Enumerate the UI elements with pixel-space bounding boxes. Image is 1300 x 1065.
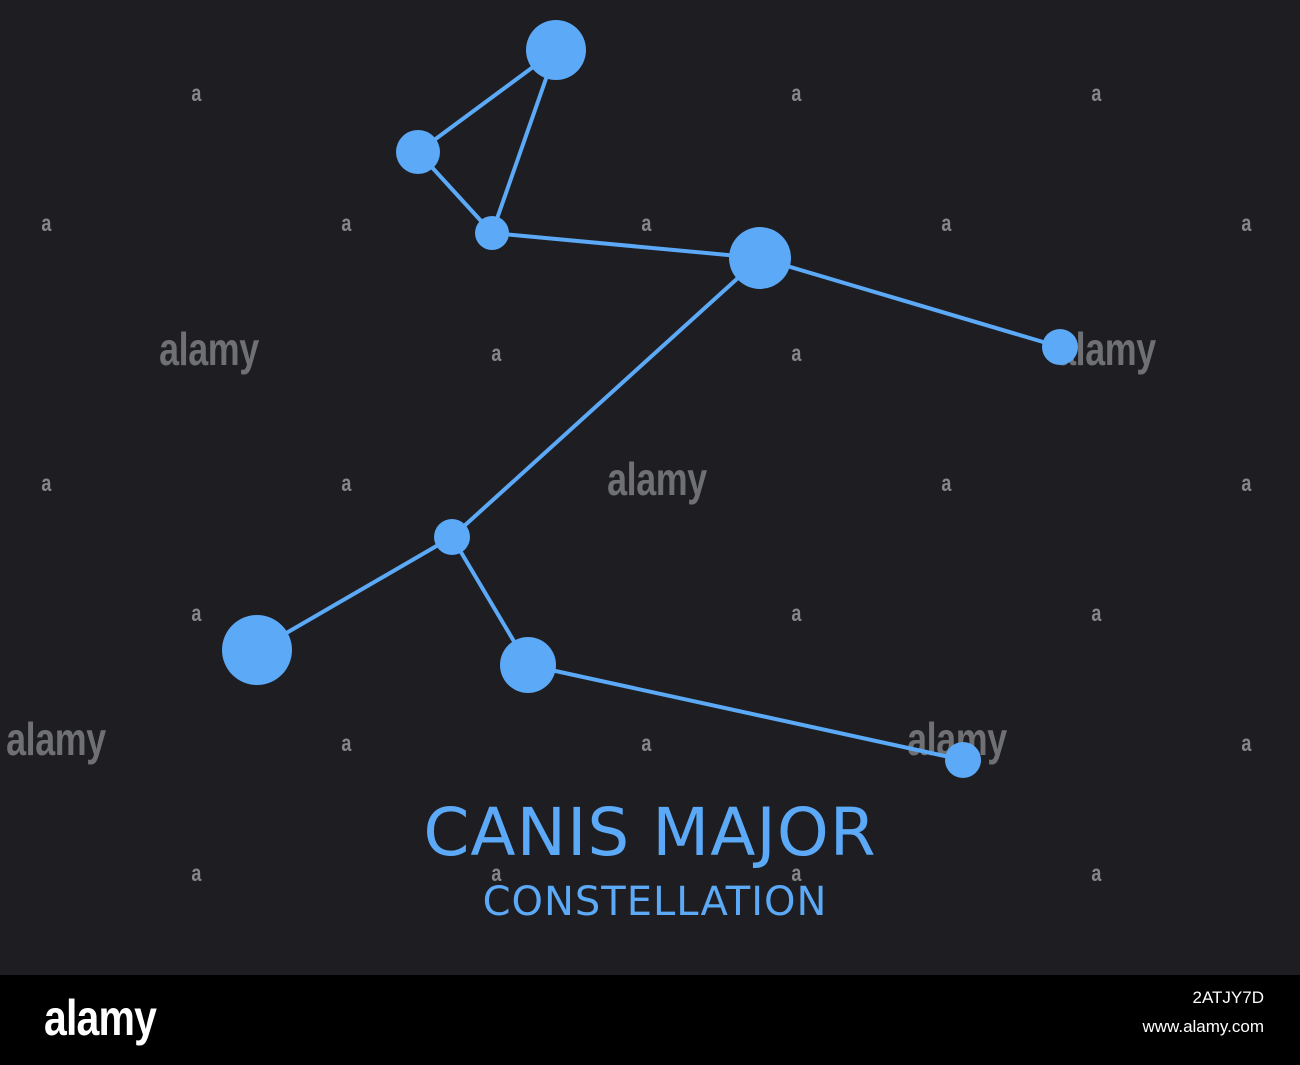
star (475, 216, 509, 250)
constellation-poster: a a a a a a a a a a a a a a a a a a a a … (0, 0, 1300, 975)
star (396, 130, 440, 174)
footer-bar: alamy 2ATJY7D www.alamy.com (0, 975, 1300, 1065)
star (500, 637, 556, 693)
footer-info: 2ATJY7D www.alamy.com (1142, 983, 1264, 1041)
footer-url: www.alamy.com (1142, 1017, 1264, 1036)
constellation-title: CANIS MAJOR (423, 794, 877, 871)
title-block: CANIS MAJOR CONSTELLATION (0, 785, 1300, 929)
constellation-line (450, 256, 762, 539)
constellation-line (490, 231, 762, 260)
star (945, 742, 981, 778)
star (729, 227, 791, 289)
constellation-line (758, 256, 1062, 349)
constellation-line (490, 48, 558, 235)
constellation-figure (222, 20, 1078, 778)
constellation-lines (255, 48, 1062, 762)
constellation-line (255, 535, 454, 652)
footer-logo: alamy (44, 990, 157, 1046)
star (434, 519, 470, 555)
constellation-subtitle: CONSTELLATION (482, 879, 828, 925)
star (1042, 329, 1078, 365)
star (222, 615, 292, 685)
image-id: 2ATJY7D (1192, 988, 1265, 1007)
star (526, 20, 586, 80)
constellation-line (526, 663, 965, 762)
constellation-stars (222, 20, 1078, 778)
